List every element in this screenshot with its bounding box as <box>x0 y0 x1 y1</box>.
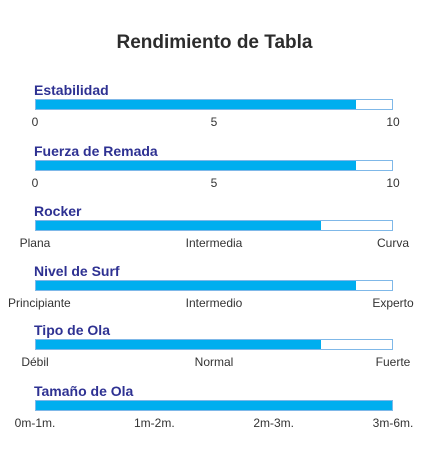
metric-label: Rocker <box>34 203 82 219</box>
tick-label: Débil <box>21 355 49 369</box>
metric-row: Rocker Plana Intermedia Curva <box>0 203 429 259</box>
tick-label: 10 <box>386 176 400 190</box>
metric-row: Estabilidad 0 5 10 <box>0 82 429 138</box>
tick-labels: 0m-1m. 1m-2m. 2m-3m. 3m-6m. <box>0 416 429 432</box>
tick-label: 5 <box>210 176 218 190</box>
tick-label: Intermedio <box>185 296 243 310</box>
metric-row: Tipo de Ola Débil Normal Fuerte <box>0 322 429 378</box>
bar-fill <box>36 100 357 109</box>
bar-fill <box>36 161 357 170</box>
tick-labels: Plana Intermedia Curva <box>0 236 429 252</box>
bar-track <box>35 160 393 171</box>
metric-row: Nivel de Surf Principiante Intermedio Exper… <box>0 263 429 319</box>
chart-title: Rendimiento de Tabla <box>116 32 313 53</box>
tick-label: 0 <box>31 115 39 129</box>
tick-labels: Débil Normal Fuerte <box>0 355 429 371</box>
metric-label: Fuerza de Remada <box>34 143 158 159</box>
tick-label: 1m-2m. <box>133 416 175 430</box>
tick-label: 3m-6m. <box>372 416 414 430</box>
tick-label: Plana <box>19 236 51 250</box>
bar-track <box>35 400 393 411</box>
bar-track <box>35 339 393 350</box>
tick-label: 0 <box>31 176 39 190</box>
bar-track <box>35 99 393 110</box>
bar-fill <box>36 340 321 349</box>
bar-track <box>35 220 393 231</box>
tick-label: 0m-1m. <box>14 416 56 430</box>
tick-labels: Principiante Intermedio Experto <box>0 296 429 312</box>
tick-label: 10 <box>386 115 400 129</box>
tick-label: Curva <box>376 236 409 250</box>
bar-fill <box>36 221 321 230</box>
tick-label: Principiante <box>8 296 71 310</box>
tick-labels: 0 5 10 <box>0 176 429 192</box>
metric-label: Tipo de Ola <box>34 322 110 338</box>
metric-row: Tamaño de Ola 0m-1m. 1m-2m. 2m-3m. 3m-6m. <box>0 383 429 439</box>
tick-label: Normal <box>194 355 234 369</box>
metric-label: Nivel de Surf <box>34 263 120 279</box>
tick-label: Experto <box>372 296 414 310</box>
bar-fill <box>36 401 392 410</box>
tick-label: Intermedia <box>185 236 243 250</box>
bar-fill <box>36 281 357 290</box>
metric-row: Fuerza de Remada 0 5 10 <box>0 143 429 199</box>
metric-label: Tamaño de Ola <box>34 383 134 399</box>
metric-label: Estabilidad <box>34 82 109 98</box>
tick-label: 5 <box>210 115 218 129</box>
tick-label: 2m-3m. <box>253 416 294 430</box>
tick-label: Fuerte <box>375 355 411 369</box>
bar-track <box>35 280 393 291</box>
tick-labels: 0 5 10 <box>0 115 429 131</box>
